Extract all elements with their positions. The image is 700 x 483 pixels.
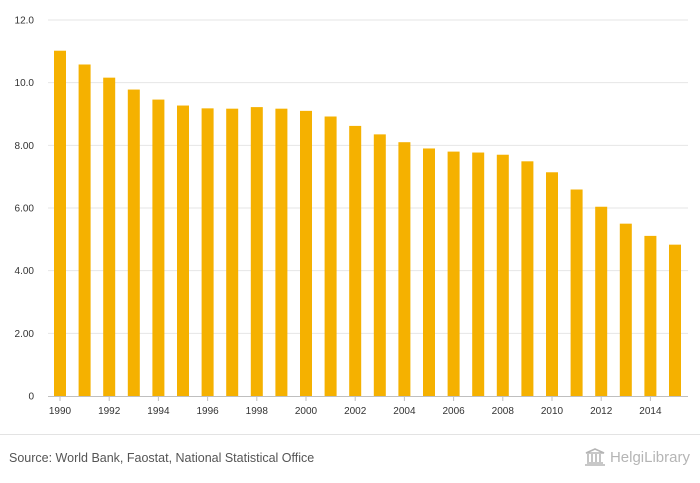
bar-2011[interactable]	[570, 189, 583, 396]
bar-1996[interactable]	[201, 108, 214, 397]
y-tick-label: 2.00	[15, 329, 35, 340]
x-tick-label: 1990	[49, 406, 72, 417]
y-tick-label: 0	[28, 392, 34, 403]
bar-1991[interactable]	[78, 64, 91, 396]
bar-1997[interactable]	[226, 108, 239, 396]
bar-2013[interactable]	[619, 223, 632, 396]
bar-1992[interactable]	[103, 77, 116, 397]
x-tick-label: 2002	[344, 406, 367, 417]
bar-2012[interactable]	[595, 206, 608, 396]
y-tick-label: 8.00	[15, 141, 35, 152]
x-tick-label: 2012	[590, 406, 613, 417]
x-tick-label: 2010	[541, 406, 564, 417]
brand-name: HelgiLibrary	[609, 448, 690, 466]
bar-1993[interactable]	[127, 89, 140, 396]
bar-1995[interactable]	[177, 105, 189, 396]
y-tick-label: 4.00	[15, 266, 35, 277]
x-tick-label: 2000	[295, 406, 318, 417]
bar-2009[interactable]	[521, 161, 534, 396]
x-tick-label: 1996	[196, 406, 219, 417]
y-axis-ticks: 0 2.00 4.00 6.00 8.00 10.0 12.0	[15, 16, 35, 403]
bar-2014[interactable]	[644, 235, 657, 396]
x-tick-label: 2014	[639, 406, 662, 417]
bar-2001[interactable]	[324, 116, 337, 397]
x-tick-label: 2006	[442, 406, 465, 417]
bar-2010[interactable]	[546, 172, 558, 396]
bar-1999[interactable]	[275, 108, 288, 396]
bar-2004[interactable]	[398, 142, 411, 396]
bar-1990[interactable]	[54, 50, 66, 396]
y-tick-label: 12.0	[15, 16, 35, 27]
bar-2005[interactable]	[423, 148, 435, 396]
brand-logo[interactable]: HelgiLibrary	[584, 448, 690, 466]
bar-2008[interactable]	[496, 154, 509, 396]
bars	[54, 50, 681, 397]
x-tick-label: 1992	[98, 406, 121, 417]
footer-divider	[0, 434, 700, 435]
x-axis-ticks: 1990 1992 1994 1996 1998 2000 2002 2004 2006 2008…	[49, 396, 662, 417]
x-tick-label: 1994	[147, 406, 170, 417]
y-tick-label: 6.00	[15, 204, 35, 215]
bar-1994[interactable]	[152, 99, 165, 396]
gridlines	[48, 19, 688, 334]
bar-2006[interactable]	[447, 151, 460, 396]
bar-1998[interactable]	[250, 107, 263, 397]
y-tick-label: 10.0	[15, 78, 35, 89]
x-tick-label: 2004	[393, 406, 416, 417]
x-tick-label: 1998	[246, 406, 269, 417]
bar-2002[interactable]	[349, 125, 362, 396]
bar-2000[interactable]	[300, 110, 312, 396]
bar-2015[interactable]	[669, 244, 681, 396]
library-building-icon	[584, 448, 605, 466]
bar-2007[interactable]	[472, 152, 485, 396]
x-tick-label: 2008	[492, 406, 515, 417]
bar-2003[interactable]	[373, 134, 386, 396]
source-note: Source: World Bank, Faostat, National St…	[9, 451, 315, 465]
